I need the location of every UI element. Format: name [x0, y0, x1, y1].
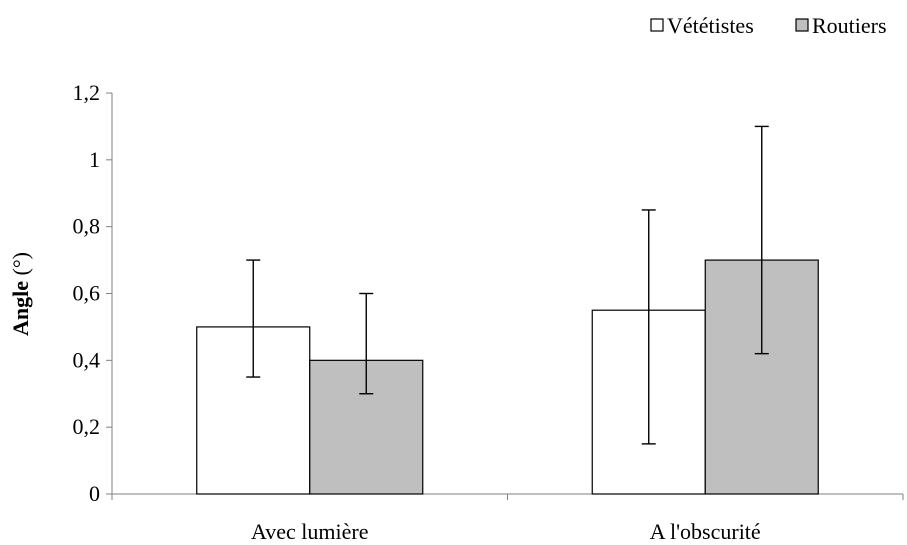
error-bars: [246, 125, 769, 445]
y-axis-title: Angle (°): [8, 252, 33, 336]
y-tick-label: 0,8: [73, 214, 101, 239]
y-axis: 0 0,2 0,4 0,6 0,8 1 1,2: [73, 80, 113, 506]
legend-label: Routiers: [812, 13, 887, 38]
x-tick-label: Avec lumière: [251, 519, 368, 544]
y-tick-label: 1: [89, 147, 100, 172]
y-tick-label: 0,2: [73, 414, 101, 439]
x-tick-label: A l'obscurité: [650, 519, 761, 544]
legend-swatch: [795, 18, 809, 32]
y-axis-title-bold: Angle: [8, 281, 33, 336]
y-tick-label: 1,2: [73, 80, 101, 105]
bars: [196, 259, 819, 495]
y-tick-label: 0,6: [73, 281, 101, 306]
legend-swatch: [650, 18, 664, 32]
y-tick-label: 0,4: [73, 347, 101, 372]
x-axis: Avec lumière A l'obscurité: [111, 493, 904, 544]
y-tick-label: 0: [89, 481, 100, 506]
legend: Vététistes Routiers: [650, 13, 887, 38]
y-axis-title-unit: (°): [8, 252, 33, 281]
legend-label: Vététistes: [667, 13, 754, 38]
